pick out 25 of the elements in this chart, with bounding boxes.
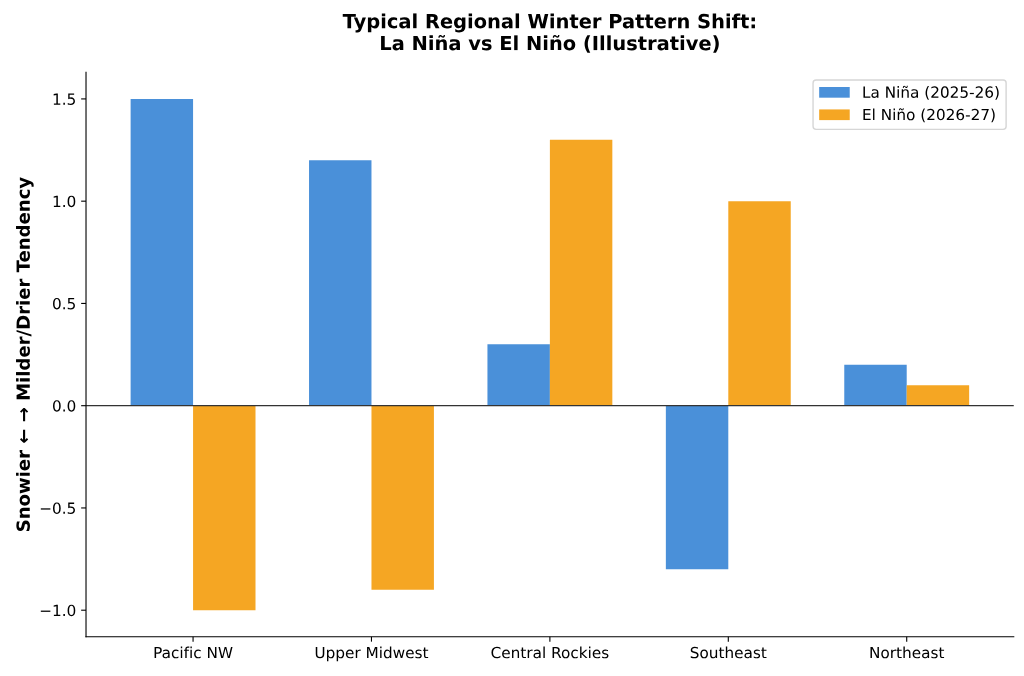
y-tick-label: 0.5 (53, 297, 75, 310)
x-tick-label: Pacific NW (154, 646, 233, 659)
legend-label: El Niño (2026-27) (863, 108, 995, 123)
x-tick-label: Northeast (870, 646, 945, 659)
bar (844, 364, 907, 406)
bar (549, 139, 613, 406)
x-tick-label: Central Rockies (491, 646, 609, 659)
y-tick-label: −1.0 (40, 604, 76, 617)
legend-label: La Niña (2025-26) (863, 85, 999, 100)
bar (309, 160, 372, 406)
y-tick-label: 0.0 (53, 400, 76, 412)
bar (130, 98, 194, 406)
bar (728, 201, 791, 406)
bar (906, 385, 970, 406)
y-axis-title: Snowier ← → Milder/Drier Tendency (16, 177, 34, 531)
y-tick-label: 1.0 (53, 195, 76, 208)
chart-title: Typical Regional Winter Pattern Shift: La Niña vs El Niño (Illustrative) (342, 13, 755, 53)
bar (193, 405, 256, 611)
y-tick-label: 1.5 (53, 93, 75, 105)
bar (371, 405, 434, 590)
bar (665, 405, 729, 570)
x-tick-label: Upper Midwest (315, 646, 429, 662)
y-tick-label: −0.5 (40, 502, 75, 514)
bar (487, 344, 550, 406)
x-tick-label: Southeast (690, 646, 767, 659)
